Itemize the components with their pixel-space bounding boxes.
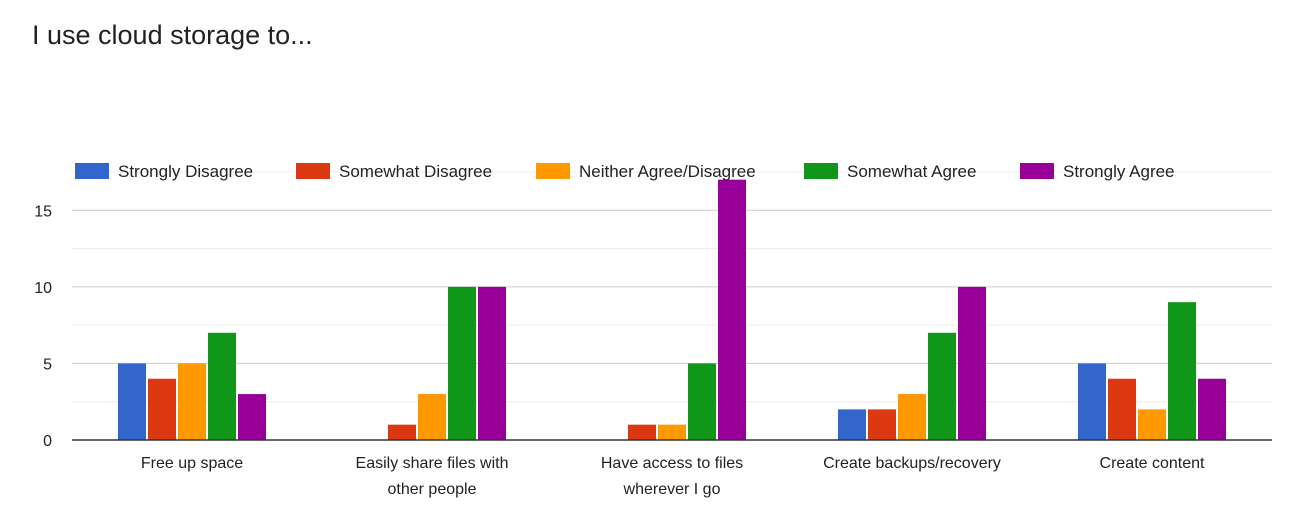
legend-label: Strongly Disagree (118, 162, 253, 181)
bar (1078, 363, 1106, 440)
bar (718, 179, 746, 440)
x-tick-label: other people (388, 481, 477, 498)
legend-label: Somewhat Agree (847, 162, 976, 181)
bar (208, 332, 236, 440)
chart-title: I use cloud storage to... (32, 20, 313, 50)
bars (118, 179, 1226, 440)
bar (958, 286, 986, 440)
x-tick-label: Create content (1100, 455, 1206, 472)
x-tick-label: Have access to files (601, 455, 743, 472)
y-tick-label: 10 (34, 280, 52, 297)
legend: Strongly Disagree Somewhat Disagree Neithe… (75, 162, 1175, 181)
x-tick-label: Create backups/recovery (823, 455, 1001, 472)
legend-swatch (536, 163, 570, 179)
y-tick-label: 5 (43, 356, 52, 373)
bar (388, 424, 416, 440)
bar (1168, 302, 1196, 440)
legend-swatch (804, 163, 838, 179)
bar (238, 394, 266, 440)
bar (148, 378, 176, 440)
x-tick-label: Free up space (141, 455, 243, 472)
legend-label: Strongly Agree (1063, 162, 1175, 181)
legend-swatch (296, 163, 330, 179)
gridlines (72, 171, 1272, 403)
x-tick-label: wherever I go (623, 481, 721, 498)
bar (478, 286, 506, 440)
bar (178, 363, 206, 440)
bar (628, 424, 656, 440)
bar (688, 363, 716, 440)
legend-label: Neither Agree/Disagree (579, 162, 756, 181)
y-tick-label: 15 (34, 203, 52, 220)
bar (1108, 378, 1136, 440)
legend-label: Somewhat Disagree (339, 162, 492, 181)
x-tick-label: Easily share files with (356, 455, 509, 472)
bar (118, 363, 146, 440)
bar (868, 409, 896, 440)
legend-swatch (1020, 163, 1054, 179)
bar (898, 394, 926, 440)
axes: 0 5 10 15 Free up space Easily share files wi… (34, 203, 1272, 498)
legend-swatch (75, 163, 109, 179)
bar (928, 332, 956, 440)
bar (1198, 378, 1226, 440)
bar (448, 286, 476, 440)
y-tick-label: 0 (43, 433, 52, 450)
bar (658, 424, 686, 440)
bar (1138, 409, 1166, 440)
bar (418, 394, 446, 440)
bar (838, 409, 866, 440)
